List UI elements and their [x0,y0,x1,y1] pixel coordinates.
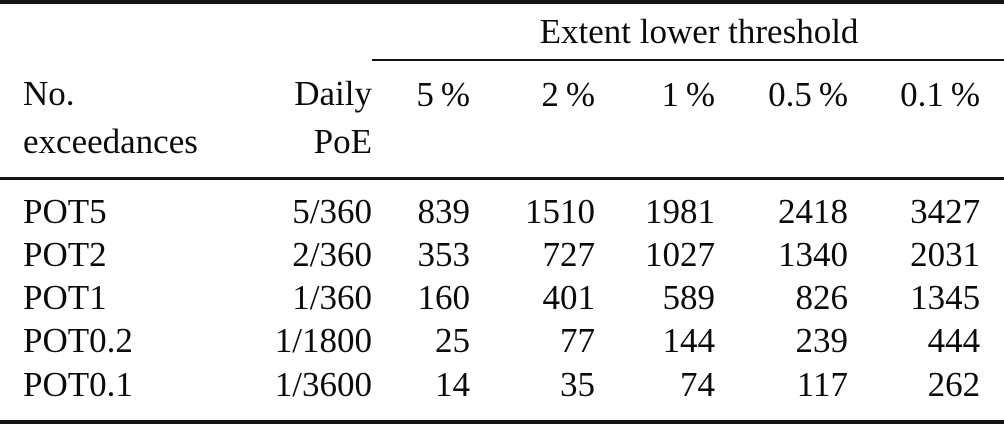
value-cell: 1027 [645,234,715,274]
row-label: POT0.1 [23,364,133,404]
value-cell: 727 [542,234,596,274]
value-cell: 160 [417,278,471,318]
header-threshold-1pct: 1 % [595,60,715,180]
value-cell: 25 [435,321,470,361]
table-row-pot0-2: POT0.2 1/1800 25 77 144 239 444 [0,319,1004,362]
value-cell: 2418 [778,191,848,231]
header-threshold-01pct: 0.1 % [848,60,1004,180]
header-threshold-2pct: 2 % [470,60,595,180]
table-row-pot2: POT2 2/360 353 727 1027 1340 2031 [0,233,1004,276]
value-cell: 401 [542,278,596,318]
header-daily-poe: Daily PoE [245,60,372,180]
header-no-exceedances-line1: No. [23,74,75,113]
value-cell: 239 [795,321,849,361]
pot-threshold-table: Extent lower threshold No. exceedances D… [0,0,1004,424]
value-cell: 444 [927,321,981,361]
value-cell: 1345 [910,278,981,318]
row-label: POT2 [23,234,107,274]
value-cell: 3427 [910,191,981,231]
value-cell: 1981 [645,191,715,231]
header-daily-poe-line2: PoE [313,122,372,161]
value-cell: 74 [680,364,715,404]
value-cell: 262 [927,364,981,404]
value-cell: 2031 [910,234,981,274]
daily-poe-cell: 2/360 [292,234,372,274]
column-header-row: No. exceedances Daily PoE 5 % 2 % 1 % 0.… [0,60,1004,180]
row-label: POT1 [23,278,107,318]
header-daily-poe-line1: Daily [294,74,372,113]
header-threshold-5pct: 5 % [372,60,470,180]
group-header-extent-lower-threshold: Extent lower threshold [372,2,1004,61]
header-threshold-05pct: 0.5 % [715,60,848,180]
value-cell: 144 [662,321,716,361]
value-cell: 77 [560,321,595,361]
value-cell: 14 [435,364,470,404]
table-row-pot1: POT1 1/360 160 401 589 826 1345 [0,276,1004,319]
value-cell: 589 [662,278,716,318]
value-cell: 839 [417,191,471,231]
value-cell: 1340 [778,234,848,274]
empty-corner-cell [0,2,372,60]
row-label: POT5 [23,191,107,231]
value-cell: 1510 [525,191,595,231]
header-no-exceedances: No. exceedances [0,60,245,180]
daily-poe-cell: 1/1800 [274,321,372,361]
daily-poe-cell: 1/360 [292,278,372,318]
table-row-pot5: POT5 5/360 839 1510 1981 2418 3427 [0,178,1004,233]
group-header-row: Extent lower threshold [0,2,1004,61]
daily-poe-cell: 1/3600 [274,364,372,404]
header-no-exceedances-line2: exceedances [23,122,198,161]
table-row-pot0-1: POT0.1 1/3600 14 35 74 117 262 [0,363,1004,422]
daily-poe-cell: 5/360 [292,191,372,231]
value-cell: 826 [795,278,849,318]
value-cell: 353 [417,234,471,274]
value-cell: 117 [796,364,848,404]
value-cell: 35 [560,364,595,404]
row-label: POT0.2 [23,321,133,361]
